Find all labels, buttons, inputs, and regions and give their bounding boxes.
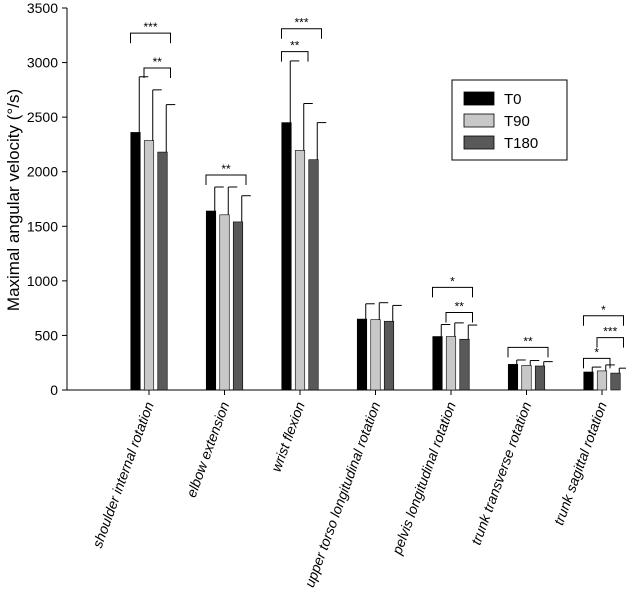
significance-label: *** — [603, 325, 617, 339]
bar — [521, 365, 532, 391]
y-tick-label: 0 — [50, 382, 58, 398]
significance-label: * — [601, 303, 606, 317]
significance-bracket — [596, 337, 624, 348]
x-tick-label: trunk sagittal rotation — [550, 399, 610, 527]
bar — [610, 372, 621, 391]
bar — [583, 371, 594, 391]
bar — [308, 159, 319, 391]
x-tick-label: wrist flexion — [268, 399, 308, 473]
y-tick-label: 3500 — [27, 0, 58, 16]
bar — [294, 150, 306, 391]
bar — [534, 365, 546, 391]
significance-bracket — [432, 286, 473, 298]
y-tick-label: 1000 — [27, 273, 58, 289]
legend-swatch — [463, 135, 495, 150]
significance-label: * — [594, 345, 599, 359]
bar — [219, 214, 230, 391]
y-tick-label: 3000 — [27, 55, 58, 71]
bar — [232, 221, 244, 391]
bar — [356, 318, 368, 391]
legend-label: T0 — [504, 91, 522, 108]
bar — [445, 336, 457, 391]
bar — [596, 370, 608, 391]
bar — [383, 320, 395, 391]
significance-bracket — [130, 32, 171, 44]
significance-annotations: ********************** — [130, 16, 624, 369]
significance-label: ** — [455, 300, 465, 314]
significance-label: ** — [221, 162, 231, 176]
y-tick-label: 500 — [35, 327, 59, 343]
bar — [507, 364, 519, 391]
bar — [130, 132, 141, 391]
bar — [205, 210, 217, 391]
significance-bracket — [281, 28, 322, 39]
bar — [370, 319, 381, 391]
significance-bracket — [583, 315, 624, 326]
significance-label: ** — [290, 39, 300, 53]
bar — [281, 122, 292, 391]
significance-label: ** — [153, 55, 163, 69]
x-tick-label: upper torso longitudinal rotation — [301, 399, 383, 589]
bar — [157, 151, 168, 391]
significance-bracket — [143, 67, 171, 79]
x-tick-label: trunk transverse rotation — [468, 399, 535, 547]
legend-label: T90 — [504, 113, 530, 130]
y-axis-label: Maximal angular velocity (°/s) — [4, 89, 23, 311]
x-tick-label: pelvis longitudinal rotation — [388, 399, 459, 557]
bar — [143, 140, 155, 391]
significance-bracket — [445, 312, 473, 323]
legend: T0 T90 T180 — [451, 79, 568, 161]
significance-bracket — [281, 51, 309, 62]
significance-label: *** — [294, 16, 308, 30]
significance-label: ** — [523, 334, 533, 348]
x-tick-label: elbow extension — [183, 399, 232, 499]
y-tick-label: 2000 — [27, 164, 58, 180]
x-tick-label: shoulder internal rotation — [89, 399, 157, 549]
y-tick-label: 1500 — [27, 218, 58, 234]
bar — [459, 338, 470, 391]
significance-bracket — [205, 174, 247, 185]
significance-bracket — [507, 346, 549, 358]
bars — [130, 60, 626, 391]
significance-label: *** — [143, 20, 157, 34]
significance-bracket — [583, 357, 611, 369]
significance-label: * — [450, 274, 455, 288]
legend-swatch — [463, 91, 495, 106]
y-tick-label: 2500 — [27, 109, 58, 125]
legend-swatch — [463, 113, 495, 128]
legend-label: T180 — [504, 135, 538, 152]
bar — [432, 336, 443, 391]
